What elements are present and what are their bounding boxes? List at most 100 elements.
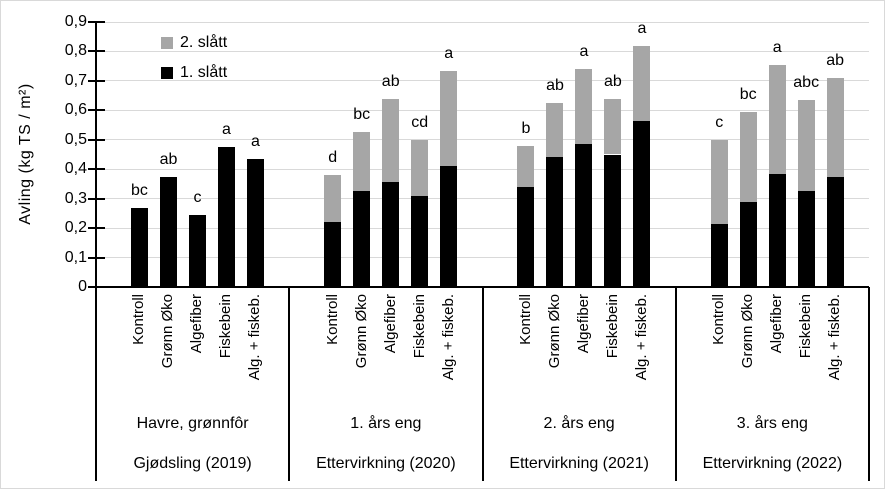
group-subtitle: Gjødsling (2019) [133,455,252,472]
category-label: Kontroll [323,294,341,345]
category-label: Kontroll [130,294,148,345]
gridline [96,227,869,229]
category-label: Alg. + fiskeb. [632,294,650,381]
category-label: Alg. + fiskeb. [439,294,457,381]
category-label: Fiskebein [410,294,428,359]
bar-segment-1-slatt [575,144,593,287]
significance-letter: b [521,119,531,137]
y-axis-line [95,21,97,288]
bar-segment-1-slatt [604,154,622,287]
y-tick-label: 0,7 [64,71,87,89]
bar-segment-1-slatt [797,191,815,287]
significance-letter: bc [353,106,371,124]
bar-segment-1-slatt [546,157,564,287]
significance-letter: a [637,19,647,37]
group-title: 3. års eng [736,415,808,432]
significance-letter: ab [604,72,622,90]
legend-swatch-icon [161,67,173,79]
category-label: Grønn Øko [159,294,177,369]
bar-segment-2-slatt [411,139,429,196]
significance-letter: bc [739,85,757,103]
category-label: Kontroll [710,294,728,345]
bar-segment-2-slatt [768,64,786,174]
bar-segment-2-slatt [710,139,728,224]
bar-segment-2-slatt [826,77,844,177]
bar-segment-2-slatt [797,100,815,192]
gridline [96,198,869,200]
bar-segment-1-slatt [739,201,757,287]
significance-letter: bc [131,181,148,199]
bar-segment-1-slatt [411,195,429,287]
significance-letter: c [193,188,202,206]
significance-letter: cd [411,113,429,131]
legend-swatch-icon [161,37,173,49]
significance-letter: abc [793,74,820,92]
y-tick-label: 0,6 [64,101,87,119]
gridline [96,109,869,111]
gridline [96,50,869,52]
category-label: Grønn Øko [545,294,563,369]
gridline [96,139,869,141]
bar-segment-2-slatt [575,69,593,145]
legend-label: 2. slått [180,34,228,51]
bar-segment-1-slatt [517,186,535,287]
significance-letter: c [715,113,724,131]
category-label: Alg. + fiskeb. [246,294,264,381]
group-separator [481,287,484,481]
group-separator [867,287,870,481]
bar-segment-2-slatt [546,102,564,158]
gridline [96,257,869,259]
group-title: Havre, grønnfôr [136,415,249,432]
bar-segment-1-slatt [324,222,342,287]
y-tick-label: 0,4 [64,160,87,178]
legend-item: 1. slått [161,61,227,85]
significance-letter: a [579,43,589,61]
significance-letter: a [250,132,260,150]
bar-segment-1-slatt [826,176,844,287]
bar-segment-1-slatt [440,166,458,287]
category-label: Algefiber [381,294,399,354]
gridline [96,21,869,23]
category-label: Algefiber [188,294,206,354]
bar-segment-2-slatt [633,45,651,121]
bar-segment-1-slatt [217,147,235,287]
bar-segment-1-slatt [159,176,177,287]
significance-letter: ab [546,76,564,94]
bar-segment-1-slatt [188,214,206,287]
legend-label: 1. slått [180,64,228,81]
bar-segment-2-slatt [324,175,342,223]
y-tick-label: 0,9 [64,13,87,30]
category-label: Fiskebein [797,294,815,359]
category-label: Algefiber [574,294,592,354]
group-separator [288,287,291,481]
group-title: 1. års eng [350,415,422,432]
bar-segment-1-slatt [246,158,264,287]
category-label: Grønn Øko [739,294,757,369]
category-label: Fiskebein [603,294,621,359]
group-title: 2. års eng [543,415,615,432]
significance-letter: a [444,44,454,62]
category-label: Kontroll [516,294,534,345]
gridline [96,168,869,170]
y-tick-label: 0,1 [64,248,87,266]
significance-letter: ab [159,150,178,168]
bar-segment-2-slatt [604,98,622,155]
y-tick-label: 0,2 [64,219,87,237]
y-tick-label: 0,5 [64,130,87,148]
legend: 2. slått 1. slått [161,31,227,91]
bar-segment-1-slatt [382,182,400,287]
group-separator [674,287,677,481]
group-separator [95,287,97,481]
category-label: Grønn Øko [352,294,370,369]
significance-letter: d [328,149,338,167]
significance-letter: a [221,121,231,139]
bar-segment-1-slatt [710,223,728,287]
bar-segment-2-slatt [517,145,535,187]
group-subtitle: Ettervirkning (2020) [316,455,456,472]
bar-segment-1-slatt [353,191,371,287]
y-axis-title: Avling (kg TS / m²) [17,83,34,225]
bar-segment-2-slatt [353,132,371,192]
category-label: Algefiber [768,294,786,354]
bar-segment-2-slatt [382,98,400,183]
